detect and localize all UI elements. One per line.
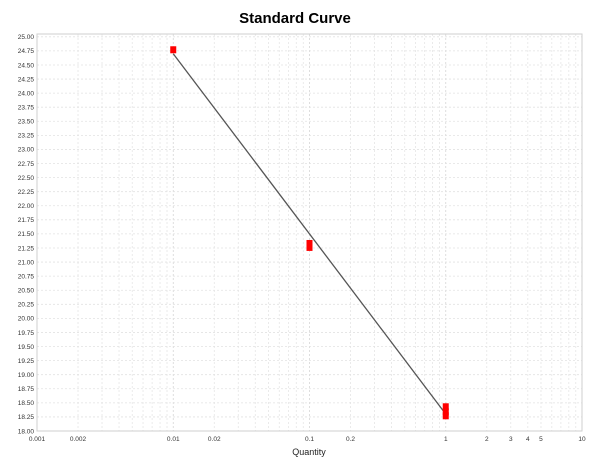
y-tick-label: 23.50 — [18, 119, 35, 126]
y-tick-label: 24.25 — [18, 76, 35, 83]
y-tick-label: 24.50 — [18, 62, 35, 69]
x-tick-label: 1 — [444, 436, 448, 443]
y-tick-label: 23.25 — [18, 133, 35, 140]
chart-title: Standard Curve — [239, 10, 351, 27]
x-tick-label: 10 — [578, 436, 586, 443]
x-tick-label: 0.1 — [305, 436, 314, 443]
y-tick-label: 22.75 — [18, 161, 35, 168]
x-tick-label: 0.001 — [29, 436, 46, 443]
y-tick-label: 21.00 — [18, 259, 35, 266]
x-axis-label: Quantity — [292, 447, 326, 457]
y-tick-label: 20.00 — [18, 316, 35, 323]
y-tick-label: 21.75 — [18, 217, 35, 224]
y-tick-label: 18.25 — [18, 414, 35, 421]
y-tick-label: 19.75 — [18, 330, 35, 337]
x-axis-ticks: 0.001 0.002 0.01 0.02 0.1 0.2 1 2 3 4 5 10 — [29, 436, 586, 443]
y-tick-label: 18.00 — [18, 428, 35, 435]
x-tick-label: 0.2 — [346, 436, 355, 443]
x-tick-label: 0.01 — [167, 436, 180, 443]
data-point — [442, 412, 449, 420]
y-tick-label: 24.75 — [18, 48, 35, 55]
data-point — [306, 239, 313, 247]
y-tick-label: 20.25 — [18, 302, 35, 309]
plot-area — [36, 33, 583, 432]
x-tick-label: 2 — [485, 436, 489, 443]
y-tick-label: 20.75 — [18, 273, 35, 280]
x-tick-label: 4 — [526, 436, 530, 443]
x-tick-label: 0.002 — [70, 436, 87, 443]
y-tick-label: 22.25 — [18, 189, 35, 196]
y-tick-label: 24.00 — [18, 90, 35, 97]
data-points — [170, 46, 449, 420]
data-point — [442, 403, 449, 411]
y-tick-label: 20.50 — [18, 288, 35, 295]
x-tick-label: 0.02 — [208, 436, 221, 443]
y-tick-label: 19.00 — [18, 372, 35, 379]
y-tick-label: 25.00 — [18, 34, 35, 41]
fit-line-group — [172, 53, 447, 415]
y-axis-ticks: 18.00 18.25 18.50 18.75 19.00 19.25 19.50 19.75… — [18, 34, 35, 435]
data-point — [442, 408, 449, 416]
grid — [36, 34, 582, 432]
y-tick-label: 19.25 — [18, 358, 35, 365]
fit-line — [172, 53, 447, 415]
y-tick-label: 22.50 — [18, 175, 35, 182]
y-tick-label: 23.00 — [18, 147, 35, 154]
y-tick-label: 18.75 — [18, 386, 35, 393]
y-tick-label: 19.50 — [18, 344, 35, 351]
y-tick-label: 23.75 — [18, 105, 35, 112]
y-tick-label: 22.00 — [18, 203, 35, 210]
data-point — [170, 46, 177, 54]
y-tick-label: 21.50 — [18, 231, 35, 238]
data-point — [306, 243, 313, 251]
x-tick-label: 5 — [539, 436, 543, 443]
x-tick-label: 3 — [509, 436, 513, 443]
y-tick-label: 21.25 — [18, 245, 35, 252]
y-tick-label: 18.50 — [18, 400, 35, 407]
